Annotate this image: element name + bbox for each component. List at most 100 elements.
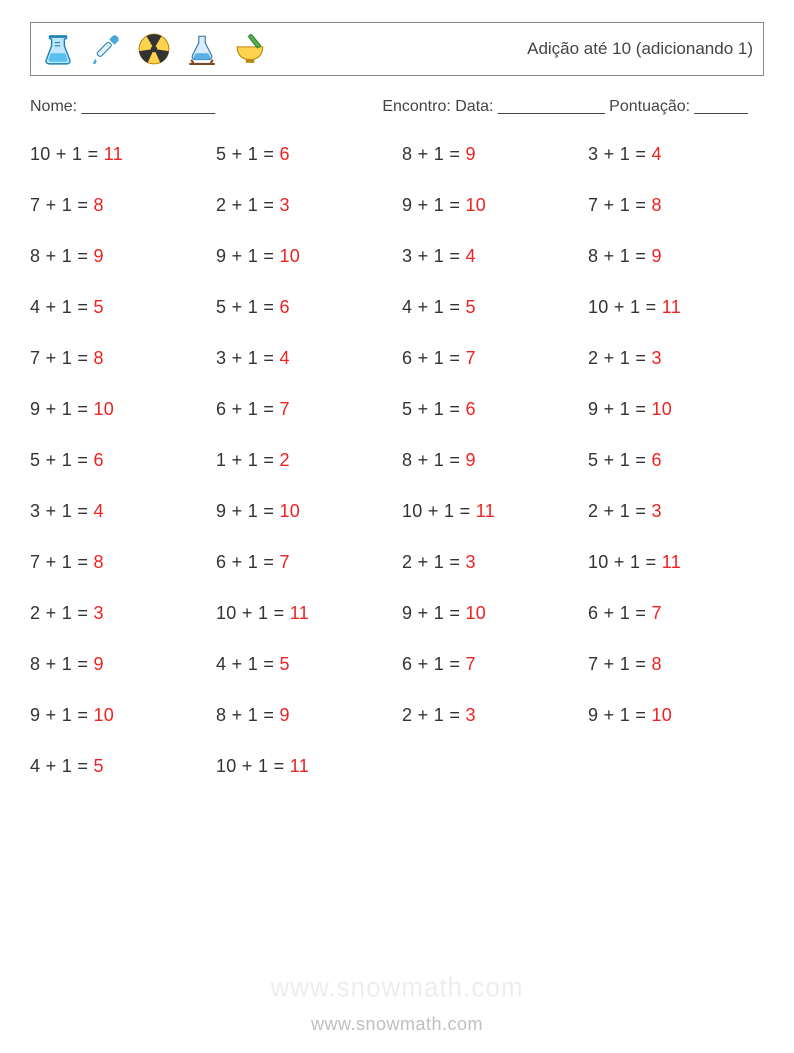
answer-value: 7 <box>465 654 475 674</box>
answer-value: 10 <box>93 399 114 419</box>
problem-cell: 6 + 1 = 7 <box>402 654 578 675</box>
answer-value: 10 <box>279 246 300 266</box>
answer-value: 8 <box>93 195 103 215</box>
problem-cell: 2 + 1 = 3 <box>588 501 764 522</box>
footer-watermark: www.snowmath.com <box>0 1014 794 1035</box>
answer-value: 3 <box>651 348 661 368</box>
problem-cell: 2 + 1 = 3 <box>402 552 578 573</box>
problem-cell: 7 + 1 = 8 <box>588 195 764 216</box>
problem-cell: 2 + 1 = 3 <box>402 705 578 726</box>
problem-cell: 8 + 1 = 9 <box>30 246 206 267</box>
answer-value: 11 <box>290 603 309 623</box>
answer-value: 6 <box>279 297 289 317</box>
radiation-icon <box>137 32 171 66</box>
problems-grid: 10 + 1 = 11 5 + 1 = 6 8 + 1 = 9 3 + 1 = 4 7 … <box>30 144 764 777</box>
problem-cell: 10 + 1 = 11 <box>588 552 764 573</box>
problem-cell: 6 + 1 = 7 <box>402 348 578 369</box>
problem-cell: 5 + 1 = 6 <box>216 297 392 318</box>
problem-cell: 8 + 1 = 9 <box>30 654 206 675</box>
problem-cell: 9 + 1 = 10 <box>588 399 764 420</box>
problem-cell: 9 + 1 = 10 <box>30 705 206 726</box>
answer-value: 6 <box>93 450 103 470</box>
flask-stand-icon <box>185 32 219 66</box>
answer-value: 6 <box>651 450 661 470</box>
problem-cell: 5 + 1 = 6 <box>402 399 578 420</box>
answer-value: 3 <box>465 552 475 572</box>
problem-cell: 9 + 1 = 10 <box>30 399 206 420</box>
problem-cell: 5 + 1 = 6 <box>216 144 392 165</box>
answer-value: 4 <box>651 144 661 164</box>
answer-value: 5 <box>93 756 103 776</box>
answer-value: 7 <box>279 552 289 572</box>
problem-cell: 6 + 1 = 7 <box>216 552 392 573</box>
answer-value: 6 <box>279 144 289 164</box>
answer-value: 11 <box>476 501 495 521</box>
date-score-label: Encontro: Data: ____________ Pontuação: … <box>382 98 764 116</box>
problem-cell: 8 + 1 = 9 <box>402 144 578 165</box>
answer-value: 4 <box>465 246 475 266</box>
worksheet-page: Adição até 10 (adicionando 1) Nome: ____… <box>0 0 794 777</box>
answer-value: 9 <box>93 654 103 674</box>
answer-value: 11 <box>662 552 681 572</box>
answer-value: 4 <box>93 501 103 521</box>
answer-value: 3 <box>465 705 475 725</box>
answer-value: 10 <box>465 603 486 623</box>
problem-cell: 2 + 1 = 3 <box>216 195 392 216</box>
answer-value: 6 <box>465 399 475 419</box>
name-field-label: Nome: _______________ <box>30 98 382 116</box>
problem-cell: 9 + 1 = 10 <box>402 603 578 624</box>
header-bar: Adição até 10 (adicionando 1) <box>30 22 764 76</box>
problem-cell: 2 + 1 = 3 <box>30 603 206 624</box>
problem-cell: 4 + 1 = 5 <box>216 654 392 675</box>
answer-value: 11 <box>104 144 123 164</box>
problem-cell: 8 + 1 = 9 <box>588 246 764 267</box>
answer-value: 5 <box>279 654 289 674</box>
problem-cell: 10 + 1 = 11 <box>30 144 206 165</box>
problem-cell: 2 + 1 = 3 <box>588 348 764 369</box>
answer-value: 5 <box>465 297 475 317</box>
problem-cell: 3 + 1 = 4 <box>588 144 764 165</box>
problem-cell: 10 + 1 = 11 <box>588 297 764 318</box>
answer-value: 10 <box>93 705 114 725</box>
answer-value: 3 <box>279 195 289 215</box>
answer-value: 2 <box>279 450 289 470</box>
problem-cell: 9 + 1 = 10 <box>216 246 392 267</box>
mortar-icon <box>233 32 267 66</box>
answer-value: 10 <box>465 195 486 215</box>
problem-cell: 7 + 1 = 8 <box>30 552 206 573</box>
problem-cell: 9 + 1 = 10 <box>402 195 578 216</box>
answer-value: 10 <box>279 501 300 521</box>
answer-value: 7 <box>279 399 289 419</box>
problem-cell: 9 + 1 = 10 <box>588 705 764 726</box>
dropper-icon <box>89 32 123 66</box>
problem-cell: 6 + 1 = 7 <box>588 603 764 624</box>
answer-value: 7 <box>651 603 661 623</box>
answer-value: 9 <box>651 246 661 266</box>
answer-value: 9 <box>93 246 103 266</box>
problem-cell: 1 + 1 = 2 <box>216 450 392 471</box>
answer-value: 11 <box>662 297 681 317</box>
problem-cell: 8 + 1 = 9 <box>402 450 578 471</box>
worksheet-title: Adição até 10 (adicionando 1) <box>527 39 753 59</box>
problem-cell: 5 + 1 = 6 <box>30 450 206 471</box>
problem-cell: 3 + 1 = 4 <box>216 348 392 369</box>
answer-value: 10 <box>651 705 672 725</box>
problem-cell: 7 + 1 = 8 <box>588 654 764 675</box>
answer-value: 11 <box>290 756 309 776</box>
meta-row: Nome: _______________ Encontro: Data: __… <box>30 98 764 116</box>
answer-value: 8 <box>93 348 103 368</box>
problem-cell: 6 + 1 = 7 <box>216 399 392 420</box>
answer-value: 5 <box>93 297 103 317</box>
beaker-icon <box>41 32 75 66</box>
problem-cell: 10 + 1 = 11 <box>216 756 392 777</box>
answer-value: 4 <box>279 348 289 368</box>
footer-watermark-faint: www.snowmath.com <box>0 971 794 1004</box>
problem-cell: 8 + 1 = 9 <box>216 705 392 726</box>
answer-value: 3 <box>93 603 103 623</box>
answer-value: 3 <box>651 501 661 521</box>
answer-value: 9 <box>279 705 289 725</box>
header-icons <box>41 32 267 66</box>
problem-cell: 9 + 1 = 10 <box>216 501 392 522</box>
answer-value: 10 <box>651 399 672 419</box>
problem-cell: 7 + 1 = 8 <box>30 195 206 216</box>
